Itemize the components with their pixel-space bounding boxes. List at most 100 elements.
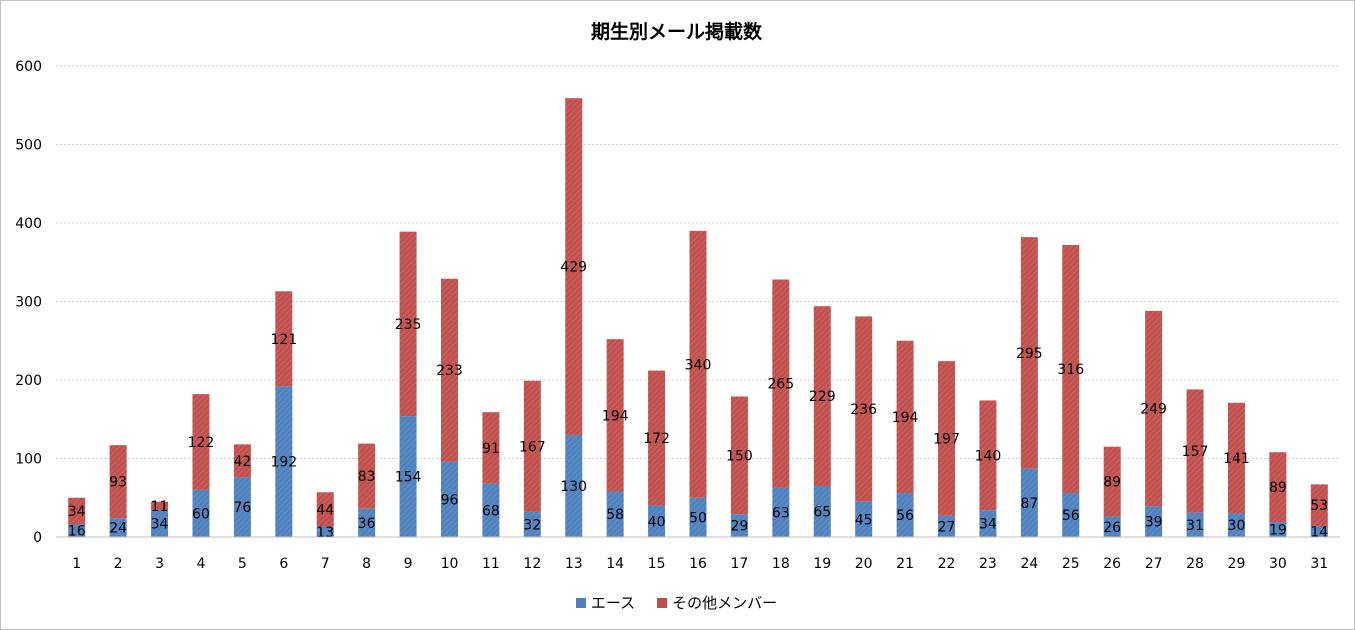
- data-label-others: 235: [395, 317, 422, 333]
- data-label-others: 11: [151, 499, 169, 515]
- data-label-ace: 50: [689, 510, 707, 526]
- bar-ace: [109, 518, 127, 537]
- legend-item-ace: エース: [575, 592, 635, 613]
- bar-others: [523, 380, 541, 512]
- bar-ace: [979, 510, 997, 537]
- data-label-others: 140: [975, 448, 1002, 464]
- bar-others: [1227, 402, 1245, 514]
- data-label-others: 172: [643, 431, 670, 447]
- data-label-others: 93: [109, 475, 127, 491]
- bar-ace: [1310, 526, 1328, 537]
- data-label-ace: 63: [772, 505, 790, 521]
- bar-ace: [938, 515, 956, 537]
- x-tick-label: 16: [689, 556, 707, 572]
- bar-ace: [399, 416, 417, 537]
- bar-others: [772, 279, 790, 488]
- bar-ace: [482, 483, 500, 537]
- x-tick-label: 12: [523, 556, 541, 572]
- bar-others: [1062, 244, 1080, 494]
- data-label-ace: 26: [1103, 520, 1121, 536]
- bar-others: [1103, 446, 1121, 517]
- x-tick-label: 24: [1020, 556, 1038, 572]
- data-label-others: 295: [1016, 346, 1043, 362]
- data-label-others: 53: [1310, 498, 1328, 514]
- x-tick-label: 25: [1062, 556, 1080, 572]
- bar-others: [938, 361, 956, 516]
- bar-others: [896, 340, 914, 494]
- data-label-ace: 27: [938, 519, 956, 535]
- data-label-ace: 16: [68, 524, 86, 540]
- bar-others: [730, 396, 748, 515]
- data-label-others: 429: [560, 260, 587, 276]
- data-label-others: 122: [188, 435, 215, 451]
- bar-ace: [648, 505, 666, 537]
- data-label-others: 150: [726, 448, 753, 464]
- data-label-others: 121: [270, 332, 297, 348]
- data-label-others: 44: [316, 503, 334, 519]
- data-label-others: 89: [1269, 480, 1287, 496]
- data-label-ace: 154: [395, 470, 422, 486]
- data-label-others: 34: [68, 504, 86, 520]
- x-tick-label: 13: [565, 556, 583, 572]
- bar-others: [275, 291, 293, 387]
- data-label-ace: 192: [270, 455, 297, 471]
- bar-others: [1186, 389, 1204, 513]
- bar-ace: [523, 511, 541, 537]
- bar-ace: [896, 493, 914, 537]
- data-label-ace: 58: [606, 507, 624, 523]
- y-tick-label: 300: [15, 295, 42, 311]
- data-label-ace: 56: [896, 508, 914, 524]
- data-label-ace: 130: [560, 479, 587, 495]
- y-tick-label: 200: [15, 373, 42, 389]
- bar-ace: [1186, 512, 1204, 537]
- x-tick-label: 23: [979, 556, 997, 572]
- data-label-others: 141: [1223, 451, 1250, 467]
- bar-ace: [565, 434, 583, 537]
- x-tick-label: 30: [1269, 556, 1287, 572]
- x-tick-label: 28: [1186, 556, 1204, 572]
- x-tick-label: 19: [813, 556, 831, 572]
- data-label-ace: 60: [192, 506, 210, 522]
- x-tick-label: 31: [1310, 556, 1328, 572]
- bar-ace: [1145, 506, 1163, 537]
- bar-others: [192, 394, 210, 490]
- data-label-others: 91: [482, 441, 500, 457]
- bar-ace: [689, 497, 707, 537]
- bar-ace: [151, 510, 169, 537]
- bar-others: [648, 370, 666, 506]
- x-tick-label: 8: [362, 556, 371, 572]
- y-tick-label: 600: [15, 59, 42, 75]
- x-tick-label: 11: [482, 556, 500, 572]
- data-label-others: 236: [850, 402, 877, 418]
- data-label-ace: 19: [1269, 523, 1287, 539]
- x-tick-label: 9: [404, 556, 413, 572]
- data-label-ace: 24: [109, 521, 127, 537]
- x-tick-label: 29: [1228, 556, 1246, 572]
- data-label-others: 83: [358, 469, 376, 485]
- data-label-ace: 96: [441, 492, 459, 508]
- data-label-others: 42: [233, 454, 251, 470]
- data-label-others: 316: [1057, 362, 1084, 378]
- data-label-ace: 39: [1145, 515, 1163, 531]
- data-label-ace: 34: [979, 517, 997, 533]
- data-label-ace: 29: [731, 519, 749, 535]
- data-label-ace: 87: [1020, 496, 1038, 512]
- bar-others: [109, 445, 127, 519]
- chart-legend: エース その他メンバー: [0, 592, 1353, 613]
- bar-others: [855, 316, 873, 502]
- data-label-others: 194: [892, 410, 919, 426]
- bar-ace: [813, 485, 831, 537]
- bar-others: [1145, 310, 1163, 507]
- bar-ace: [316, 526, 334, 537]
- data-label-ace: 30: [1228, 518, 1246, 534]
- bar-ace: [1227, 513, 1245, 537]
- bar-ace: [275, 386, 293, 537]
- bar-others: [979, 400, 997, 511]
- x-tick-label: 7: [321, 556, 330, 572]
- x-tick-label: 4: [197, 556, 206, 572]
- x-tick-label: 20: [855, 556, 873, 572]
- bar-others: [316, 492, 334, 527]
- y-tick-label: 400: [15, 216, 42, 232]
